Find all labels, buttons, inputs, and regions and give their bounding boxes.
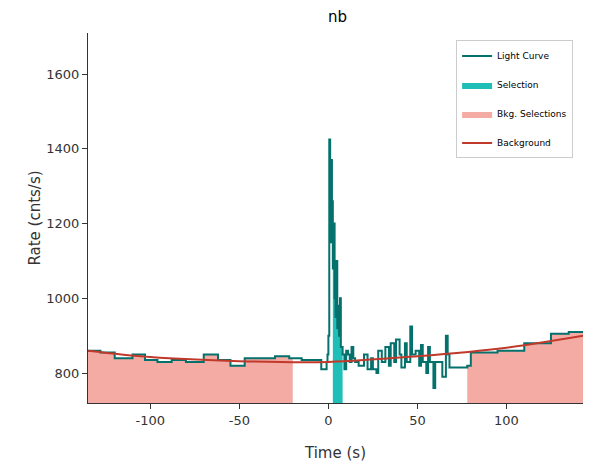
svg-text:0: 0 bbox=[324, 413, 332, 428]
svg-text:Bkg. Selections: Bkg. Selections bbox=[497, 109, 566, 119]
svg-text:nb: nb bbox=[328, 8, 347, 26]
svg-text:1200: 1200 bbox=[46, 216, 79, 231]
svg-text:Selection: Selection bbox=[497, 80, 538, 90]
svg-text:Time (s): Time (s) bbox=[304, 444, 366, 462]
svg-text:1000: 1000 bbox=[46, 291, 79, 306]
svg-text:-100: -100 bbox=[136, 413, 166, 428]
svg-text:Rate (cnts/s): Rate (cnts/s) bbox=[26, 170, 44, 265]
svg-text:Light Curve: Light Curve bbox=[497, 51, 549, 61]
svg-text:-50: -50 bbox=[229, 413, 250, 428]
svg-text:1600: 1600 bbox=[46, 67, 79, 82]
svg-text:50: 50 bbox=[409, 413, 426, 428]
svg-text:100: 100 bbox=[494, 413, 519, 428]
svg-text:800: 800 bbox=[55, 366, 80, 381]
svg-text:1400: 1400 bbox=[46, 141, 79, 156]
svg-text:Background: Background bbox=[497, 138, 551, 148]
